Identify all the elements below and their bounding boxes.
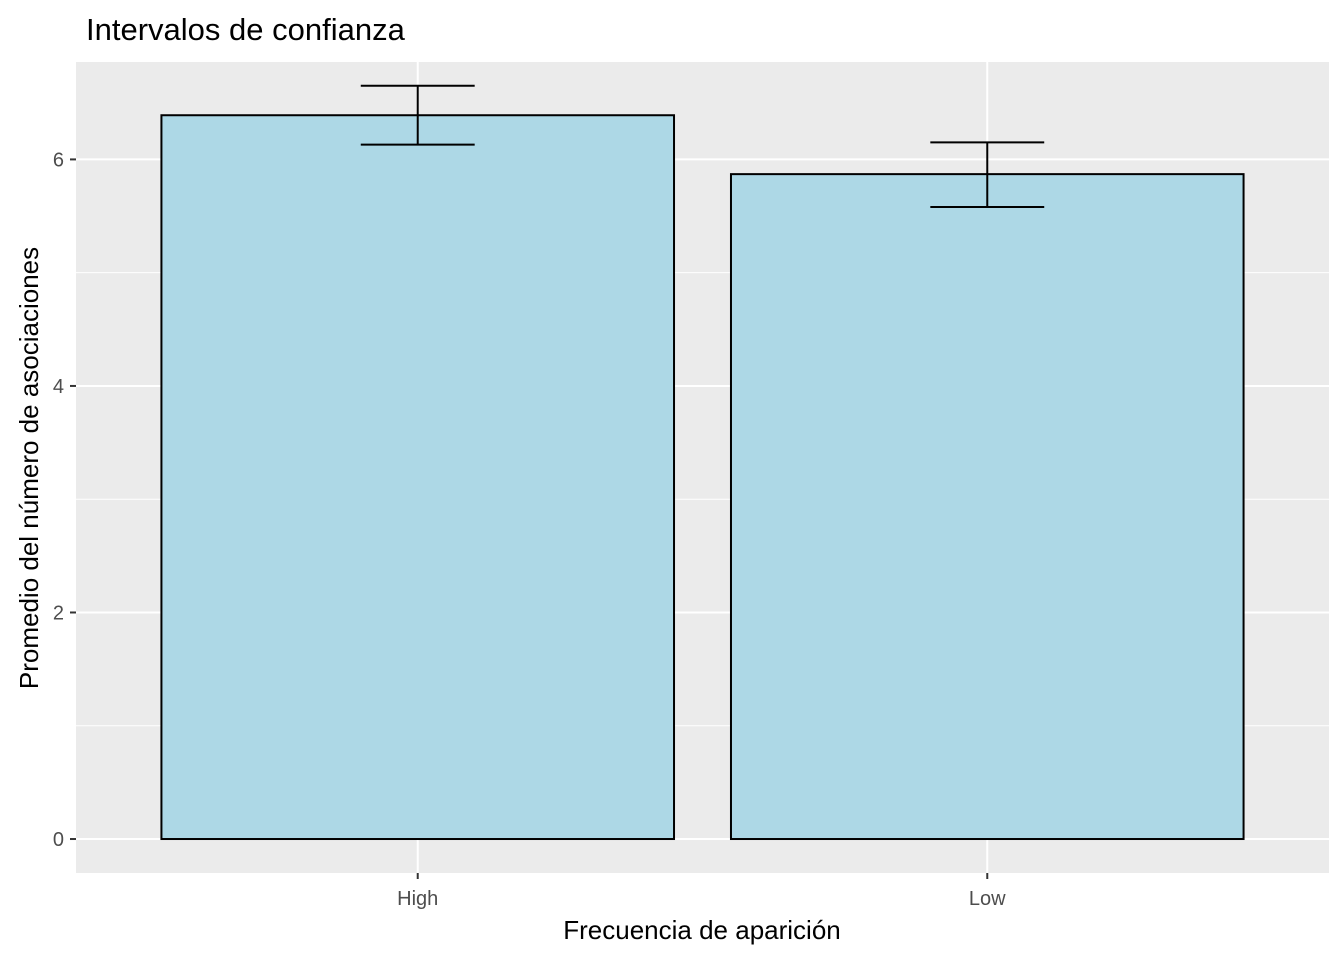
- error-bars: [360, 84, 1045, 208]
- x-axis-title: Frecuencia de aparición: [563, 915, 841, 945]
- x-tick-label: Low: [969, 888, 1006, 910]
- y-tick-label: 4: [53, 376, 64, 398]
- y-tick-label: 6: [53, 149, 64, 171]
- bars: [160, 114, 1245, 841]
- y-tick-label: 0: [53, 829, 64, 851]
- x-axis: High Low: [397, 873, 1006, 910]
- bar-high: [160, 114, 676, 841]
- errorbar-high: [360, 84, 475, 146]
- y-axis: 0 2 4 6: [53, 149, 76, 851]
- errorbar-low: [930, 141, 1045, 208]
- y-axis-title: Promedio del número de asociaciones: [14, 247, 44, 689]
- x-tick-label: High: [397, 888, 438, 910]
- chart-title: Intervalos de confianza: [86, 12, 406, 47]
- y-tick-label: 2: [53, 602, 64, 624]
- bar-low: [729, 173, 1245, 841]
